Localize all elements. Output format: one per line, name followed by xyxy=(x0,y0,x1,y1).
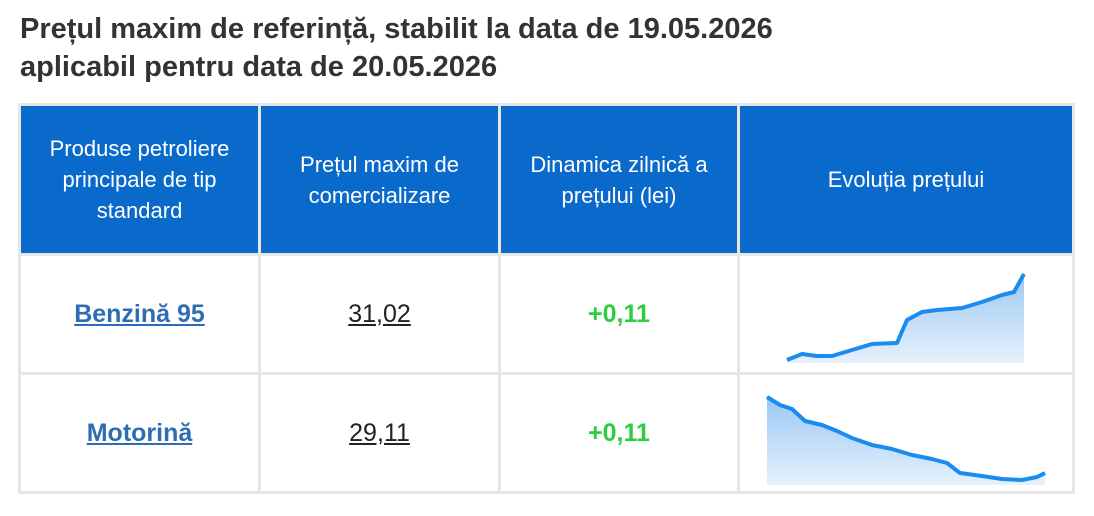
sparkline-line xyxy=(786,273,1026,362)
sparkline-line xyxy=(765,395,1046,482)
page-title: Prețul maxim de referință, stabilit la d… xyxy=(20,10,1080,86)
header-text: Dinamica zilnică a prețului (lei) xyxy=(530,151,708,208)
column-header: Prețul maxim de comercializare xyxy=(258,103,501,256)
header-text: Produse petroliere principale de tip sta… xyxy=(49,136,230,223)
title-line: aplicabil pentru data de 20.05.2026 xyxy=(20,51,498,83)
sparkline xyxy=(786,273,1026,363)
price-table: Produse petroliere principale de tip sta… xyxy=(18,103,1075,494)
price-change: +0,11 xyxy=(588,418,650,447)
header-row: Produse petroliere principale de tip sta… xyxy=(18,103,1075,256)
column-header: Evoluția prețului xyxy=(737,103,1075,256)
table-row: Benzină 95 31,02 +0,11 xyxy=(18,253,1075,375)
table-row: Motorină 29,11 +0,11 xyxy=(18,372,1075,494)
sparkline-area xyxy=(767,397,1045,485)
cell: +0,11 xyxy=(498,372,740,494)
title-line: Prețul maxim de referință, stabilit la d… xyxy=(20,13,773,45)
cell: Benzină 95 xyxy=(18,253,261,375)
sparkline xyxy=(765,395,1046,485)
cell: +0,11 xyxy=(498,253,740,375)
cell xyxy=(737,253,1075,375)
cell: 29,11 xyxy=(258,372,501,494)
product-link[interactable]: Benzină 95 xyxy=(74,299,205,328)
column-header: Produse petroliere principale de tip sta… xyxy=(18,103,261,256)
price: 29,11 xyxy=(349,418,410,447)
sparkline-area xyxy=(787,274,1024,363)
cell xyxy=(737,372,1075,494)
product-link[interactable]: Motorină xyxy=(86,418,193,447)
header-text: Prețul maxim de comercializare xyxy=(300,151,459,208)
column-header: Dinamica zilnică a prețului (lei) xyxy=(498,103,740,256)
cell: Motorină xyxy=(18,372,261,494)
price: 31,02 xyxy=(348,299,411,328)
price-change: +0,11 xyxy=(588,299,650,328)
cell: 31,02 xyxy=(258,253,501,375)
